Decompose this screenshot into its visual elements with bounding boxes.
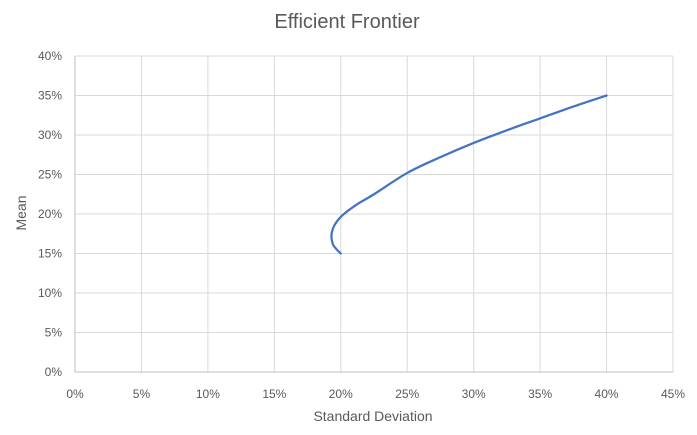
y-tick-label: 5% xyxy=(45,326,63,340)
x-axis-title: Standard Deviation xyxy=(313,408,432,424)
axes: 0% 5% 10% 15% 20% 25% 30% 35% 40% 0% 5% 10% 15% 20% 25… xyxy=(38,49,685,401)
x-tick-label: 15% xyxy=(262,387,286,401)
y-tick-label: 30% xyxy=(38,128,62,142)
y-tick-label: 35% xyxy=(38,89,62,103)
x-tick-label: 35% xyxy=(528,387,552,401)
y-axis-title: Mean xyxy=(13,195,29,230)
y-tick-label: 25% xyxy=(38,168,62,182)
x-tick-label: 10% xyxy=(196,387,220,401)
x-tick-label: 0% xyxy=(66,387,84,401)
x-tick-label: 25% xyxy=(395,387,419,401)
y-tick-label: 40% xyxy=(38,49,62,63)
x-tick-label: 20% xyxy=(329,387,353,401)
y-tick-label: 10% xyxy=(38,286,62,300)
x-tick-label: 45% xyxy=(661,387,685,401)
gridlines xyxy=(75,55,674,372)
y-tick-label: 20% xyxy=(38,207,62,221)
frontier-series-line xyxy=(330,94,608,255)
x-tick-label: 40% xyxy=(595,387,619,401)
y-tick-label: 15% xyxy=(38,247,62,261)
chart-title: Efficient Frontier xyxy=(274,11,420,33)
y-tick-label: 0% xyxy=(45,365,63,379)
x-tick-label: 30% xyxy=(462,387,486,401)
series-layer xyxy=(330,94,608,255)
x-tick-label: 5% xyxy=(133,387,151,401)
